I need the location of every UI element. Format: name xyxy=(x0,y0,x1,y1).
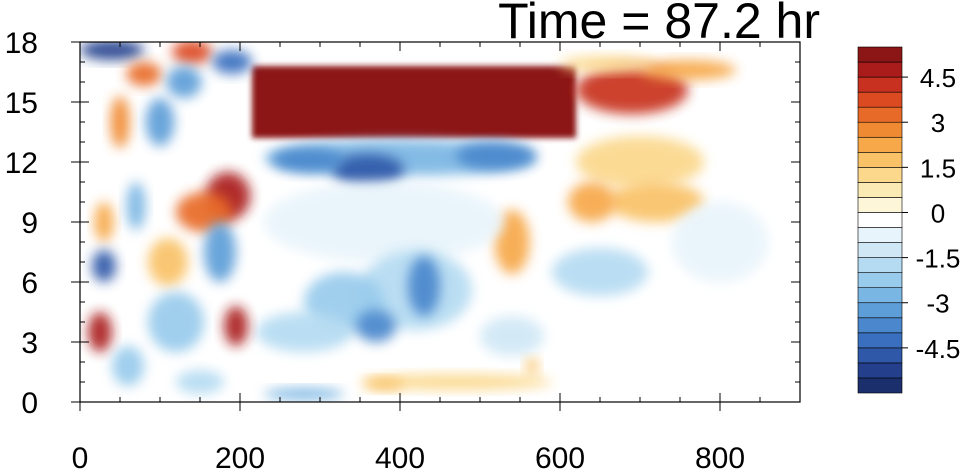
y-tick-label: 12 xyxy=(5,147,38,180)
field-feature xyxy=(224,306,248,346)
colorbar-swatch xyxy=(857,76,903,93)
colorbar-label: -1.5 xyxy=(916,244,961,274)
x-tick-label: 400 xyxy=(375,442,425,473)
y-tick-label: 18 xyxy=(5,27,38,60)
colorbar-swatch xyxy=(857,121,903,138)
field-feature xyxy=(264,388,344,400)
field-feature xyxy=(552,248,648,296)
field-feature xyxy=(176,370,224,394)
field-feature xyxy=(256,312,352,352)
colorbar-swatch xyxy=(857,302,903,319)
colorbar-swatch xyxy=(857,197,903,213)
y-tick-label: 15 xyxy=(5,87,38,120)
field-feature xyxy=(252,66,576,138)
field-feature xyxy=(640,60,736,80)
field-feature xyxy=(112,346,144,386)
field-feature xyxy=(176,192,232,232)
field-feature xyxy=(525,358,539,374)
colorbar-swatch xyxy=(857,332,903,349)
field-feature xyxy=(576,136,704,188)
x-axis: 0 200 400 600 800 xyxy=(72,42,801,473)
field-feature xyxy=(148,238,188,286)
colorbar-swatch xyxy=(857,136,903,153)
field-feature xyxy=(364,378,404,390)
field-feature xyxy=(456,142,536,170)
x-tick-label: 800 xyxy=(695,442,745,473)
y-tick-label: 0 xyxy=(21,387,38,420)
field-feature xyxy=(126,182,146,230)
colorbar-swatch xyxy=(857,91,903,108)
colorbar-label: 4.5 xyxy=(920,63,956,93)
colorbar-swatch xyxy=(857,227,903,243)
colorbar-swatch xyxy=(857,287,903,304)
field-feature xyxy=(110,96,130,148)
x-tick-label: 600 xyxy=(535,442,585,473)
colorbar: 4.5 3 1.5 0 -1.5 -3 -4.5 xyxy=(857,46,961,394)
field-feature xyxy=(204,222,236,282)
y-tick-label: 6 xyxy=(21,267,38,300)
field-feature xyxy=(408,256,440,316)
field-feature xyxy=(166,66,202,98)
y-tick-label: 9 xyxy=(21,207,38,240)
field-feature xyxy=(360,374,552,390)
colorbar-swatch xyxy=(857,46,903,63)
colorbar-label: 1.5 xyxy=(920,153,956,183)
y-axis: 0 3 6 9 12 15 18 xyxy=(5,27,800,420)
field-feature xyxy=(264,182,504,262)
field-feature xyxy=(672,202,768,282)
field-layer xyxy=(80,42,768,400)
colorbar-swatch xyxy=(857,257,903,273)
plot-area xyxy=(79,41,801,403)
colorbar-label: 3 xyxy=(931,108,945,138)
field-feature xyxy=(172,42,212,64)
colorbar-swatch xyxy=(857,212,903,228)
field-feature xyxy=(145,98,175,146)
colorbar-swatch xyxy=(857,61,903,78)
colorbar-swatch xyxy=(857,347,903,364)
chart-title: Time = 87.2 hr xyxy=(498,0,820,49)
field-feature xyxy=(608,182,704,222)
field-feature xyxy=(148,292,204,352)
colorbar-swatch xyxy=(857,362,903,379)
field-feature xyxy=(94,202,114,242)
field-feature xyxy=(568,182,616,222)
colorbar-swatch xyxy=(857,377,903,394)
colorbar-label: -4.5 xyxy=(916,334,961,364)
field-feature xyxy=(332,154,404,186)
colorbar-label: 0 xyxy=(931,198,945,228)
field-feature xyxy=(88,312,112,352)
x-tick-label: 200 xyxy=(215,442,265,473)
field-feature xyxy=(272,148,344,172)
field-feature xyxy=(480,316,544,356)
colorbar-label: -3 xyxy=(926,289,949,319)
field-feature xyxy=(212,50,252,74)
field-feature xyxy=(92,250,116,282)
colorbar-swatch xyxy=(857,317,903,334)
x-tick-label: 0 xyxy=(72,442,89,473)
field-feature xyxy=(80,42,144,60)
field-feature xyxy=(560,56,656,72)
colorbar-swatch xyxy=(857,167,903,183)
colorbar-swatch xyxy=(857,106,903,123)
field-feature xyxy=(356,310,396,342)
field-feature xyxy=(126,62,162,86)
colorbar-swatch xyxy=(857,272,903,288)
y-tick-label: 3 xyxy=(21,327,38,360)
colorbar-swatch xyxy=(857,152,903,168)
colorbar-swatch xyxy=(857,242,903,258)
colorbar-swatch xyxy=(857,182,903,198)
